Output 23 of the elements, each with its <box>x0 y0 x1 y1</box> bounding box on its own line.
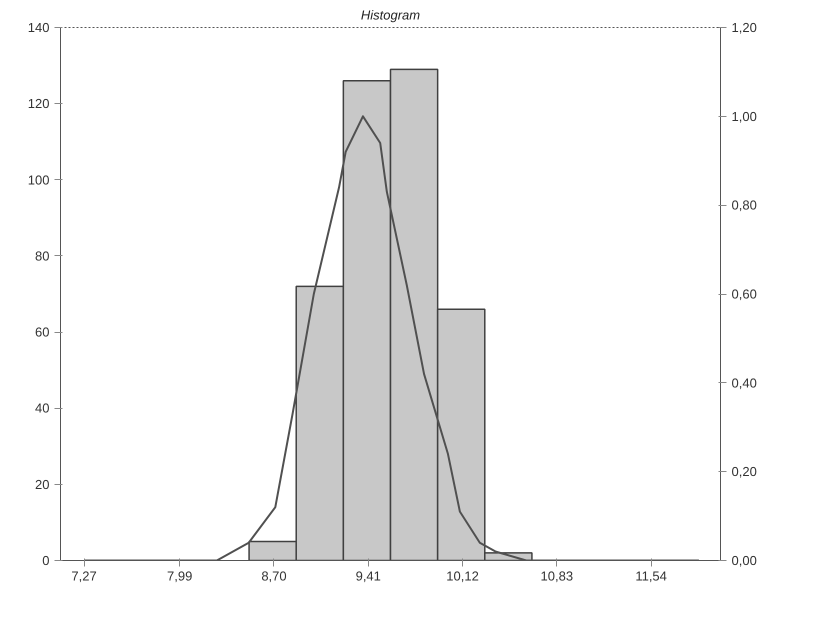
x-tick-label: 10,83 <box>540 568 574 584</box>
x-tick-label: 9,41 <box>356 568 381 584</box>
y-tick-label: 100 <box>28 172 50 188</box>
y-tick-label: 20 <box>35 476 50 492</box>
chart-title: Histogram <box>360 8 420 22</box>
x-tick-label: 7,27 <box>71 568 97 584</box>
x-tick-label: 8,70 <box>261 568 287 584</box>
y2-tick-label: 0,80 <box>732 198 757 213</box>
y2-tick-label: 0,40 <box>732 375 757 390</box>
y-tick-label: 80 <box>35 248 50 264</box>
y-tick-label: 140 <box>28 20 50 35</box>
y-tick-label: 0 <box>42 553 50 568</box>
y2-tick-label: 1,20 <box>732 20 757 35</box>
y-tick-label: 60 <box>35 324 50 340</box>
y2-tick-label: 0,20 <box>732 464 757 480</box>
x-tick-label: 10,12 <box>446 568 479 584</box>
y-tick-label: 120 <box>28 96 50 112</box>
y2-tick-label: 1,00 <box>732 108 757 124</box>
y2-tick-label: 0,00 <box>732 553 757 568</box>
y2-tick-label: 0,60 <box>732 286 757 302</box>
x-tick-label: 7,99 <box>167 568 192 584</box>
y-tick-label: 40 <box>35 400 50 416</box>
x-tick-label: 11,54 <box>635 568 667 584</box>
